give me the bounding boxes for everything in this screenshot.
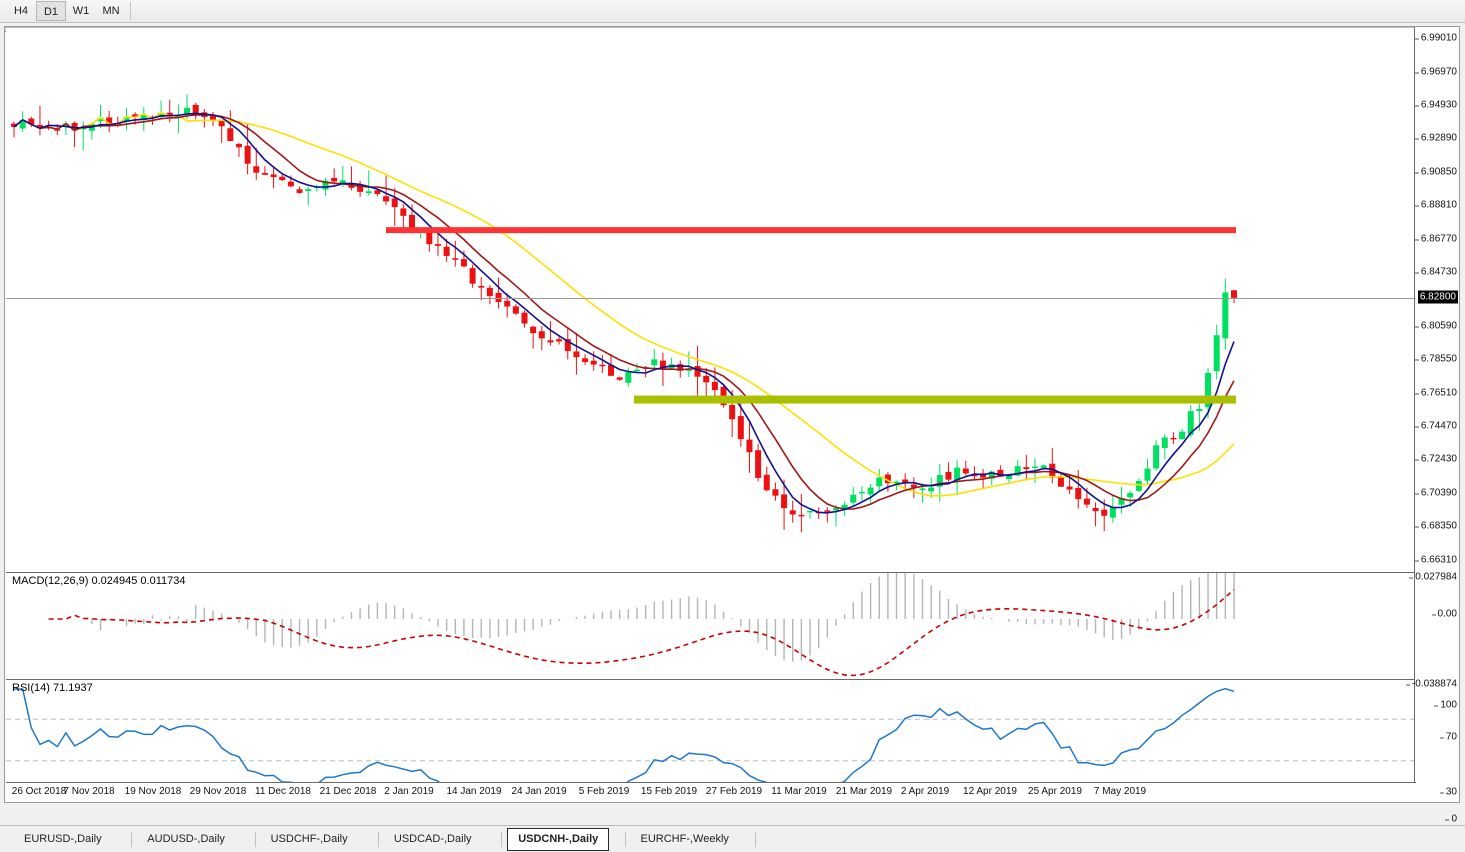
chart-tab-audusddaily[interactable]: AUDUSD-,Daily [147, 833, 225, 845]
price-axis-tick: 6.92890 [1414, 132, 1457, 144]
rsi-label: RSI(14) 71.1937 [12, 682, 93, 694]
date-axis-tick: 5 Feb 2019 [578, 786, 630, 797]
tab-divider [624, 832, 626, 847]
macd-axis-tick: 0.027984 [1409, 571, 1457, 583]
rsi-axis-tick: 30 [1439, 786, 1457, 798]
price-chart-svg [11, 94, 1237, 533]
price-axis[interactable]: 6.99010 6.96970 6.94930 6.92890 6.90850 6.888… [1405, 27, 1459, 825]
date-axis-tick: 21 Mar 2019 [835, 786, 893, 797]
price-axis-tick: 6.74470 [1414, 420, 1457, 432]
date-axis-tick: 29 Nov 2018 [189, 786, 247, 797]
price-axis-tick: 6.78550 [1414, 353, 1457, 365]
tab-divider [131, 832, 133, 847]
current-price-tag: 6.82800 [1417, 290, 1458, 304]
price-axis-tick: 6.86770 [1414, 233, 1457, 245]
timeframe-button-h4[interactable]: H4 [13, 5, 29, 17]
date-axis-tick: 19 Nov 2018 [124, 786, 182, 797]
price-axis-tick: 6.94930 [1414, 99, 1457, 111]
date-axis-tick: 21 Dec 2018 [319, 786, 377, 797]
price-axis-tick: 6.70390 [1414, 487, 1457, 499]
price-axis-tick: 6.72430 [1414, 453, 1457, 465]
timeframe-button-mn[interactable]: MN [102, 5, 120, 17]
toolbar-divider [130, 2, 131, 20]
price-axis-tick: 6.90850 [1414, 166, 1457, 178]
date-axis-tick: 2 Apr 2019 [900, 786, 950, 797]
price-axis-tick: 6.99010 [1414, 32, 1457, 44]
date-axis-tick: 15 Feb 2019 [640, 786, 698, 797]
tab-divider [501, 832, 503, 847]
price-axis-tick: 6.80590 [1414, 320, 1457, 332]
date-axis-tick: 7 May 2019 [1093, 786, 1147, 797]
timeframe-button-w1[interactable]: W1 [72, 5, 90, 17]
price-axis-tick: 6.88810 [1414, 199, 1457, 211]
price-axis-tick: 6.76510 [1414, 387, 1457, 399]
date-axis-tick: 11 Mar 2019 [771, 786, 827, 797]
tab-divider [754, 832, 756, 847]
date-axis-tick: 24 Jan 2019 [511, 786, 567, 797]
price-axis-tick: 6.68350 [1414, 520, 1457, 532]
date-axis-tick: 11 Dec 2018 [255, 786, 311, 797]
tab-divider [254, 832, 256, 847]
price-axis-tick: 6.96970 [1414, 66, 1457, 78]
macd-axis-tick: -0.038874 [1405, 678, 1457, 690]
macd-pane[interactable]: MACD(12,26,9) 0.024945 0.011734 [6, 572, 1416, 677]
price-axis-tick: 6.84730 [1414, 266, 1457, 278]
date-axis-tick: 25 Apr 2019 [1028, 786, 1082, 797]
macd-chart-svg [48, 573, 1235, 677]
chart-tab-usdcnhdaily[interactable]: USDCNH-,Daily [507, 828, 610, 851]
chart-tab-usdchfdaily[interactable]: USDCHF-,Daily [270, 833, 348, 845]
price-pane[interactable] [6, 28, 1416, 568]
timeframe-toolbar: H4 D1 W1 MN [0, 0, 1465, 23]
rsi-axis-tick: 0 [1445, 813, 1457, 825]
rsi-axis-tick: 100 [1434, 699, 1457, 711]
date-axis-tick: 2 Jan 2019 [384, 786, 434, 797]
chart-tab-eurchfweekly[interactable]: EURCHF-,Weekly [640, 833, 729, 845]
date-axis: 26 Oct 2018 7 Nov 2018 19 Nov 2018 29 Nov 2… [6, 782, 1416, 802]
date-axis-tick: 7 Nov 2018 [63, 786, 115, 797]
tab-divider [377, 832, 379, 847]
macd-axis-tick: 0.00 [1431, 608, 1457, 620]
chart-tab-bar: EURUSD-,Daily AUDUSD-,Daily USDCHF-,Daily U… [0, 825, 1465, 852]
date-axis-tick: 26 Oct 2018 [11, 786, 67, 797]
date-axis-tick: 12 Apr 2019 [963, 786, 1017, 797]
current-price-line [6, 298, 1416, 299]
timeframe-button-d1[interactable]: D1 [36, 1, 66, 21]
date-axis-tick: 14 Jan 2019 [446, 786, 502, 797]
macd-label: MACD(12,26,9) 0.024945 0.011734 [12, 575, 186, 587]
price-axis-tick: 6.66310 [1414, 554, 1457, 566]
rsi-axis-tick: 70 [1439, 731, 1457, 743]
chart-tab-eurusddaily[interactable]: EURUSD-,Daily [24, 833, 102, 845]
date-axis-tick: 27 Feb 2019 [705, 786, 763, 797]
chart-tab-usdcaddaily[interactable]: USDCAD-,Daily [393, 833, 472, 845]
chart-frame: USDCNH-,Daily6.83822 6.83865 6.82542 6.8… [4, 26, 1460, 825]
rsi-pane[interactable]: RSI(14) 71.1937 [6, 679, 1416, 801]
